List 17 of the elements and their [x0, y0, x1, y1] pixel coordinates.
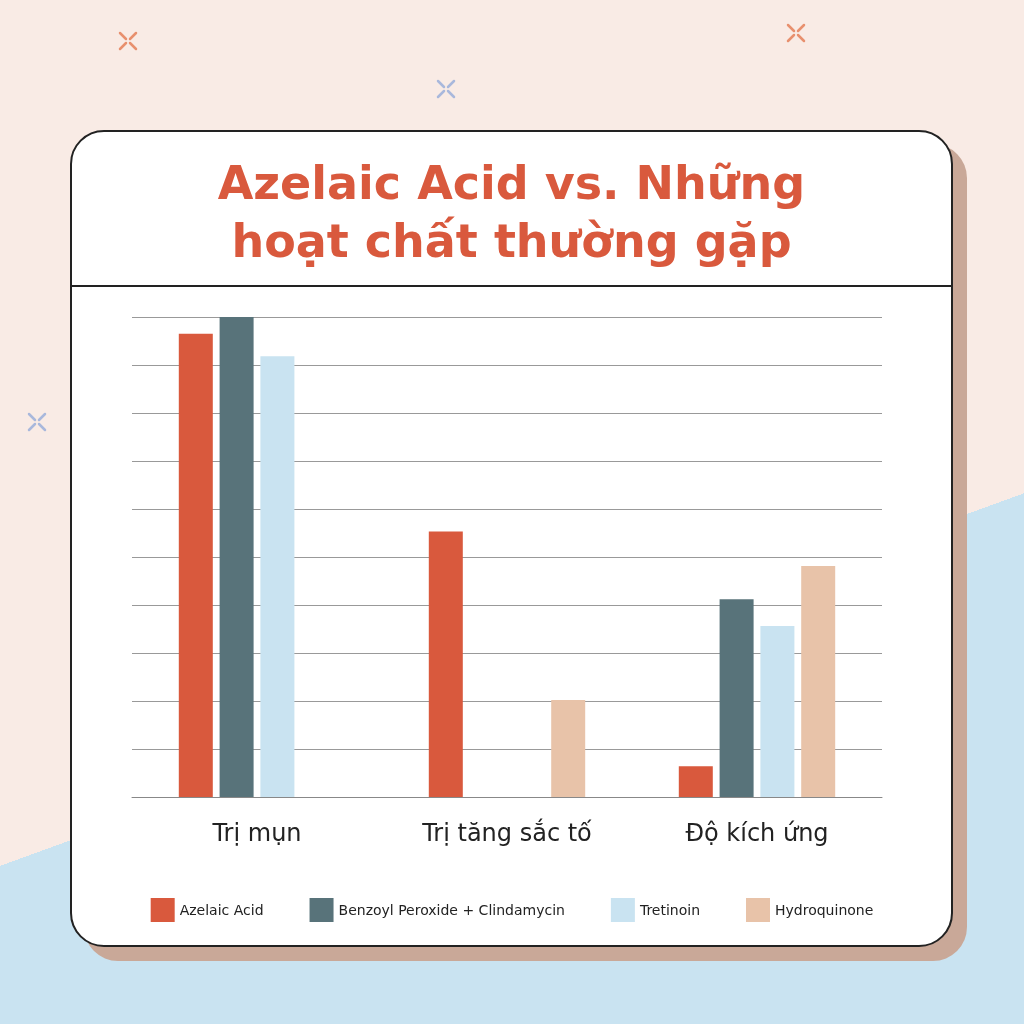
legend-label: Azelaic Acid — [179, 902, 264, 918]
x-tick-label: Trị mụn — [211, 819, 302, 847]
bar — [219, 317, 254, 797]
chart-title: Azelaic Acid vs. Những hoạt chất thường gặp — [216, 155, 807, 270]
bar — [678, 766, 713, 797]
bar — [719, 599, 754, 797]
legend-label: Benzoyl Peroxide + Clindamycin — [338, 902, 565, 918]
bar — [428, 531, 463, 797]
bar — [178, 333, 213, 797]
x-tick-label: Trị tăng sắc tố — [421, 818, 593, 847]
bar — [760, 626, 795, 797]
bar — [260, 356, 295, 797]
legend-label: Hydroquinone — [775, 902, 874, 918]
bar — [551, 700, 586, 797]
legend-label: Tretinoin — [638, 902, 701, 918]
bar — [801, 566, 836, 797]
x-tick-label: Độ kích ứng — [685, 819, 829, 847]
